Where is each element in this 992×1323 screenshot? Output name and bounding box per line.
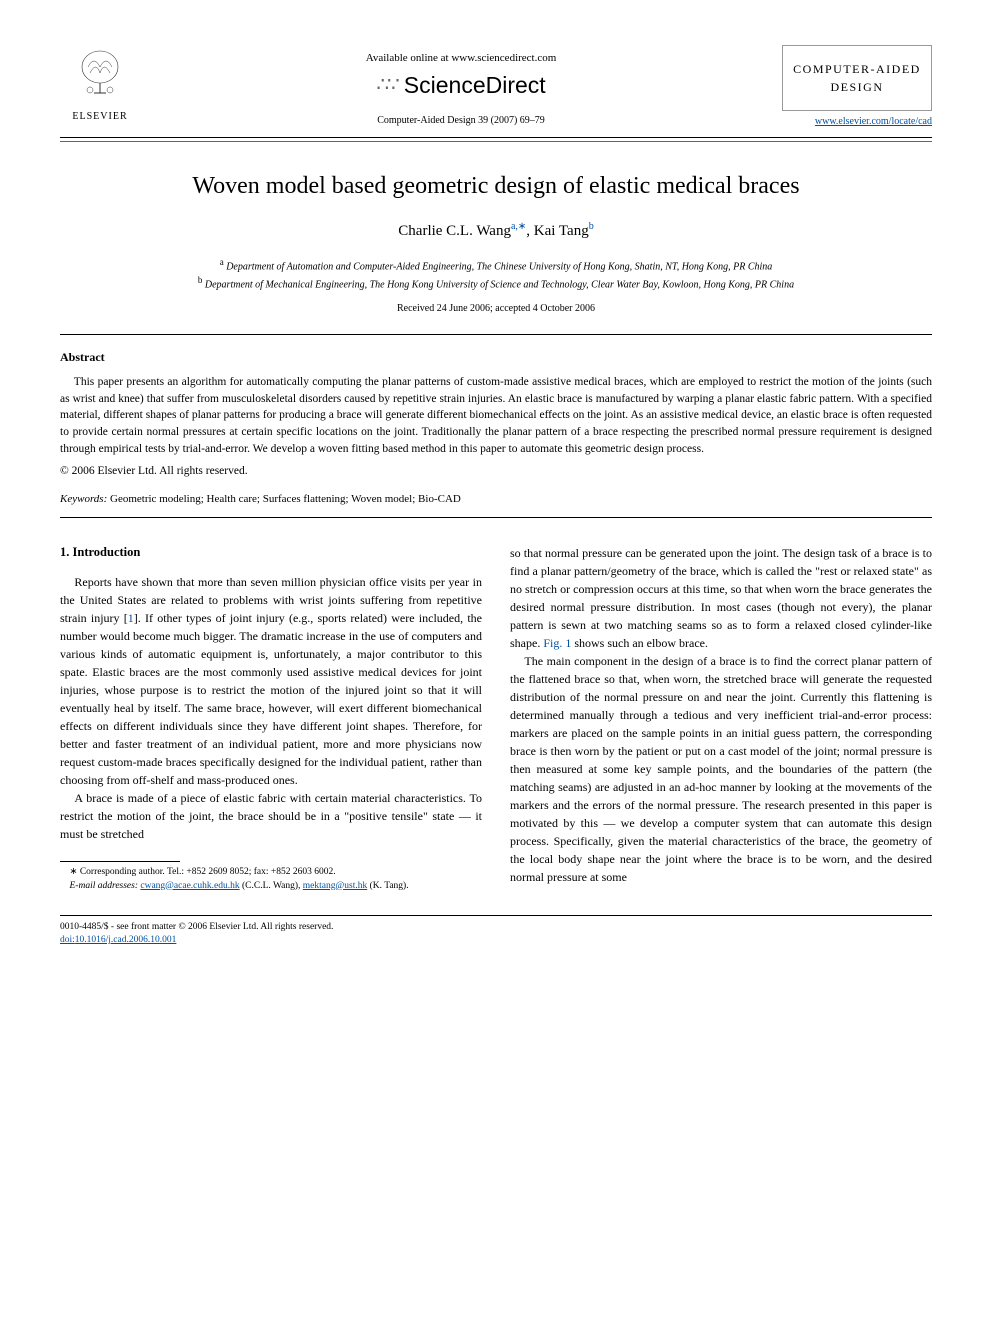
affiliation-b: b Department of Mechanical Engineering, … xyxy=(60,274,932,292)
sciencedirect-text: ScienceDirect xyxy=(404,69,546,101)
authors-line: Charlie C.L. Wanga,∗, Kai Tangb xyxy=(60,220,932,242)
author-1-sup: a,∗ xyxy=(511,221,526,232)
affiliation-a-sup: a xyxy=(220,257,224,267)
journal-link: www.elsevier.com/locate/cad xyxy=(782,115,932,129)
header-row: ELSEVIER Available online at www.science… xyxy=(60,45,932,129)
journal-name-line1: COMPUTER-AIDED xyxy=(791,60,923,78)
keywords-text: Geometric modeling; Health care; Surface… xyxy=(107,493,461,505)
affiliations: a Department of Automation and Computer-… xyxy=(60,256,932,293)
header-rule-thick xyxy=(60,137,932,138)
affiliation-a-text: Department of Automation and Computer-Ai… xyxy=(226,261,772,272)
author-1: Charlie C.L. Wang xyxy=(398,223,511,239)
intro-para-4: The main component in the design of a br… xyxy=(510,652,932,886)
keywords-line: Keywords: Geometric modeling; Health car… xyxy=(60,492,932,507)
footer-issn: 0010-4485/$ - see front matter © 2006 El… xyxy=(60,921,932,934)
right-column: so that normal pressure can be generated… xyxy=(510,544,932,893)
corresponding-author-footnote: ∗ Corresponding author. Tel.: +852 2609 … xyxy=(60,866,482,879)
sciencedirect-logo: ∴∵ ScienceDirect xyxy=(140,69,782,101)
body-columns: 1. Introduction Reports have shown that … xyxy=(60,544,932,893)
elsevier-label: ELSEVIER xyxy=(60,110,140,124)
left-column: 1. Introduction Reports have shown that … xyxy=(60,544,482,893)
abstract-rule-top xyxy=(60,334,932,335)
paper-title: Woven model based geometric design of el… xyxy=(60,170,932,204)
affiliation-b-text: Department of Mechanical Engineering, Th… xyxy=(205,279,794,290)
keywords-label: Keywords: xyxy=(60,493,107,505)
header-rule-thin xyxy=(60,141,932,142)
intro-para-2: A brace is made of a piece of elastic fa… xyxy=(60,789,482,843)
elsevier-tree-icon xyxy=(60,45,140,108)
doi-label: doi: xyxy=(60,935,75,945)
abstract-copyright: © 2006 Elsevier Ltd. All rights reserved… xyxy=(60,463,932,479)
journal-box-wrapper: COMPUTER-AIDED DESIGN www.elsevier.com/l… xyxy=(782,45,932,129)
footer-separator xyxy=(60,915,932,916)
journal-name-line2: DESIGN xyxy=(791,78,923,96)
journal-box: COMPUTER-AIDED DESIGN xyxy=(782,45,932,111)
fig-1-link[interactable]: Fig. 1 xyxy=(543,636,571,650)
email-2-link[interactable]: mektang@ust.hk xyxy=(303,881,367,891)
footer-doi-line: doi:10.1016/j.cad.2006.10.001 xyxy=(60,934,932,947)
elsevier-logo: ELSEVIER xyxy=(60,45,140,124)
author-2-sup: b xyxy=(589,221,594,232)
section-1-heading: 1. Introduction xyxy=(60,544,482,562)
affiliation-a: a Department of Automation and Computer-… xyxy=(60,256,932,274)
citation-text: Computer-Aided Design 39 (2007) 69–79 xyxy=(140,114,782,128)
author-2: Kai Tang xyxy=(534,223,589,239)
email-footnote: E-mail addresses: cwang@acae.cuhk.edu.hk… xyxy=(60,880,482,893)
footer: 0010-4485/$ - see front matter © 2006 El… xyxy=(60,921,932,948)
email-1-link[interactable]: cwang@acae.cuhk.edu.hk xyxy=(140,881,239,891)
center-header: Available online at www.sciencedirect.co… xyxy=(140,45,782,128)
available-online-text: Available online at www.sciencedirect.co… xyxy=(140,51,782,66)
footnote-separator xyxy=(60,861,180,862)
dates-line: Received 24 June 2006; accepted 4 Octobe… xyxy=(60,302,932,316)
abstract-text: This paper presents an algorithm for aut… xyxy=(60,374,932,457)
sciencedirect-icon: ∴∵ xyxy=(376,71,397,99)
doi-link[interactable]: 10.1016/j.cad.2006.10.001 xyxy=(75,935,177,945)
abstract-rule-bottom xyxy=(60,517,932,518)
journal-url-link[interactable]: www.elsevier.com/locate/cad xyxy=(815,116,932,127)
affiliation-b-sup: b xyxy=(198,275,203,285)
intro-para-1: Reports have shown that more than seven … xyxy=(60,573,482,789)
intro-para-3: so that normal pressure can be generated… xyxy=(510,544,932,652)
abstract-heading: Abstract xyxy=(60,349,932,366)
email-label: E-mail addresses: xyxy=(70,881,139,891)
